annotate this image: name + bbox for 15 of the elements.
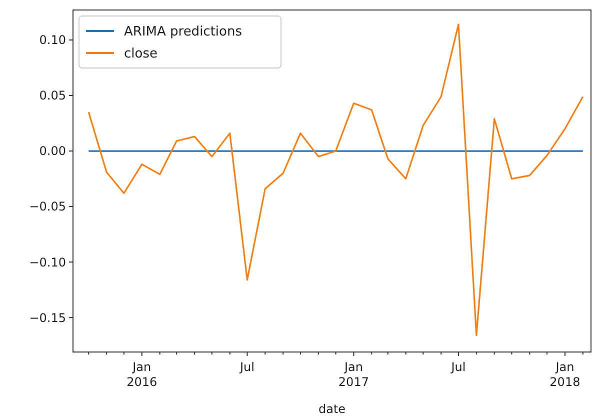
legend-label: ARIMA predictions (124, 24, 242, 40)
legend-label: close (124, 46, 158, 62)
x-tick-label: Jul (450, 360, 466, 374)
y-tick-label: 0.05 (39, 88, 66, 103)
x-tick-label: Jan 2016 (126, 360, 158, 389)
y-tick-label: −0.05 (29, 200, 66, 214)
y-tick-label: 0.00 (39, 144, 66, 158)
y-tick-label: −0.10 (29, 255, 66, 270)
x-axis-title: date (318, 402, 346, 416)
x-tick-label: Jan 2017 (338, 360, 369, 389)
y-tick-label: 0.10 (39, 33, 66, 48)
x-tick-label: Jan 2018 (550, 360, 580, 389)
line-series (88, 24, 584, 336)
x-tick-label: Jul (238, 360, 254, 374)
y-tick-label: −0.15 (29, 310, 66, 325)
